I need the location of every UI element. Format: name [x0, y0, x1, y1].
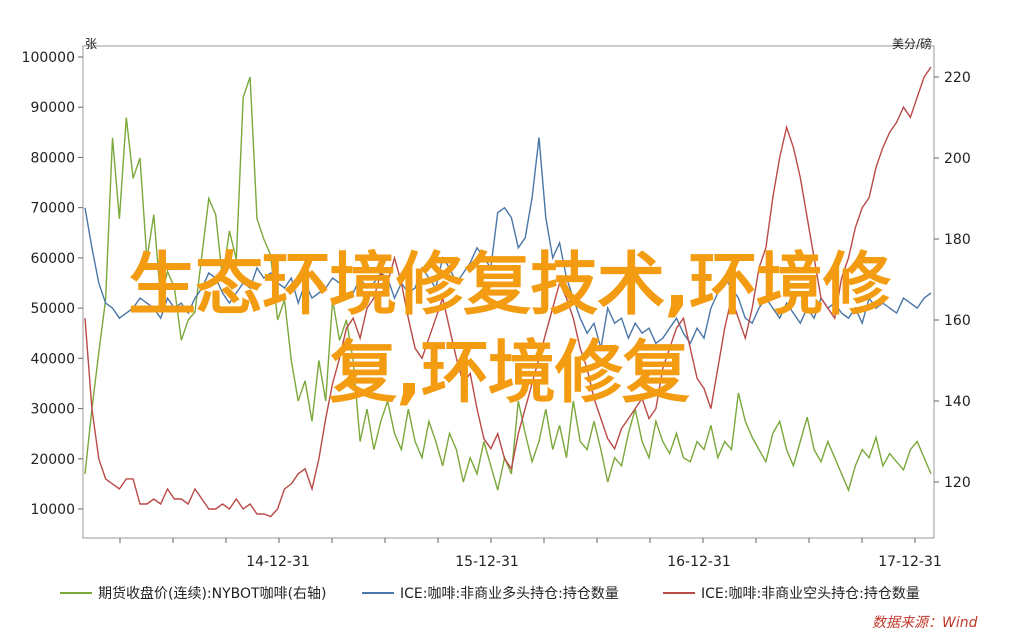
y-left-tick-label: 70000 — [30, 201, 75, 217]
y-left-tick-label: 20000 — [30, 452, 75, 468]
y-left-tick-label: 90000 — [30, 100, 75, 116]
source-note: 数据来源：Wind — [872, 615, 978, 631]
y-right-tick-label: 200 — [944, 151, 971, 167]
y-left-tick-label: 60000 — [30, 251, 75, 267]
y-right-tick-label: 220 — [944, 70, 971, 86]
y-left-tick-label: 40000 — [30, 351, 75, 367]
y-right-unit: 美分/磅 — [892, 36, 932, 51]
y-left-unit: 张 — [85, 37, 97, 51]
y-left-tick-label: 100000 — [22, 50, 75, 66]
series-line-1 — [84, 76, 932, 493]
y-left-ticks: 10000 20000 30000 40000 50000 60000 70000 80000… — [22, 50, 83, 518]
y-left-tick-label: 10000 — [30, 502, 75, 518]
y-right-tick-label: 140 — [944, 394, 971, 410]
y-right-ticks: 120 140 160 180 200 220 — [934, 70, 971, 491]
x-tick-label: 14-12-31 — [246, 554, 310, 570]
x-tick-label: 16-12-31 — [667, 554, 731, 570]
series-lines — [84, 66, 932, 518]
legend: 期货收盘价(连续):NYBOT咖啡(右轴) ICE:咖啡:非商业多头持仓:持仓数… — [60, 585, 920, 602]
y-left-tick-label: 50000 — [30, 301, 75, 317]
legend-label-2: ICE:咖啡:非商业多头持仓:持仓数量 — [400, 585, 619, 602]
y-right-tick-label: 180 — [944, 232, 971, 248]
y-left-tick-label: 30000 — [30, 402, 75, 418]
x-tick-label: 15-12-31 — [455, 554, 519, 570]
overlay-title-line-1: 生态环境修复技术,环境修 — [128, 246, 891, 325]
y-right-tick-label: 120 — [944, 475, 971, 491]
overlay-title-line-2: 复,环境修复 — [329, 334, 690, 413]
y-left-tick-label: 80000 — [30, 150, 75, 166]
x-ticks: 14-12-31 15-12-31 16-12-31 17-12-31 — [119, 538, 942, 570]
y-right-tick-label: 160 — [944, 313, 971, 329]
x-tick-label: 17-12-31 — [878, 554, 942, 570]
legend-label-1: 期货收盘价(连续):NYBOT咖啡(右轴) — [98, 585, 327, 602]
plot-frame — [82, 45, 935, 539]
legend-label-3: ICE:咖啡:非商业空头持仓:持仓数量 — [701, 586, 920, 602]
series-line-3 — [84, 66, 932, 518]
series-line-2 — [84, 137, 932, 349]
